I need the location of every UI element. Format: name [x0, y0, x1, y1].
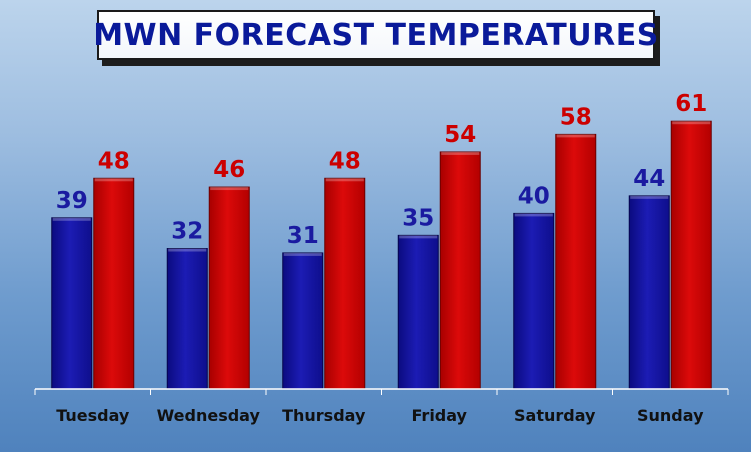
data-label-high-thursday: 48: [329, 148, 361, 174]
data-label-high-tuesday: 48: [98, 148, 130, 174]
bar-highlight: [52, 217, 91, 221]
data-label-high-sunday: 61: [675, 91, 707, 117]
bar-highlight: [94, 178, 133, 182]
bar-high-tuesday: [93, 177, 135, 390]
bar-highlight: [283, 252, 322, 256]
bar-low-thursday: [282, 252, 324, 390]
category-label-saturday: Saturday: [514, 406, 596, 425]
bar-high-wednesday: [208, 186, 250, 390]
bar-high-saturday: [555, 133, 597, 390]
bar-low-wednesday: [166, 248, 208, 390]
chart-title: MWN FORECAST TEMPERATURES: [93, 17, 659, 53]
data-label-low-thursday: 31: [287, 223, 319, 249]
bar-highlight: [168, 248, 207, 252]
category-label-tuesday: Tuesday: [56, 406, 130, 425]
bar-high-friday: [439, 151, 481, 390]
bar-highlight: [210, 187, 249, 191]
bar-low-friday: [397, 234, 439, 390]
category-label-thursday: Thursday: [282, 406, 366, 425]
bar-highlight: [630, 195, 669, 199]
category-label-wednesday: Wednesday: [157, 406, 261, 425]
bar-highlight: [441, 151, 480, 155]
bar-low-saturday: [513, 212, 555, 390]
chart-title-box: MWN FORECAST TEMPERATURES: [93, 10, 658, 60]
bar-highlight: [556, 134, 595, 138]
data-label-high-friday: 54: [444, 122, 476, 148]
bar-highlight: [325, 178, 364, 182]
data-label-low-friday: 35: [402, 205, 434, 231]
bar-low-sunday: [628, 195, 670, 390]
bar-low-tuesday: [51, 217, 93, 390]
bar-highlight: [514, 213, 553, 217]
data-label-low-saturday: 40: [518, 183, 550, 209]
bar-high-thursday: [324, 177, 366, 390]
category-label-friday: Friday: [412, 406, 468, 425]
data-label-high-saturday: 58: [560, 104, 592, 130]
data-label-high-wednesday: 46: [213, 157, 245, 183]
bar-high-sunday: [670, 120, 712, 390]
data-label-low-sunday: 44: [633, 166, 665, 192]
bar-highlight: [399, 235, 438, 239]
category-label-sunday: Sunday: [637, 406, 704, 425]
bar-highlight: [672, 121, 711, 125]
data-label-low-wednesday: 32: [171, 219, 203, 245]
data-label-low-tuesday: 39: [56, 188, 88, 214]
